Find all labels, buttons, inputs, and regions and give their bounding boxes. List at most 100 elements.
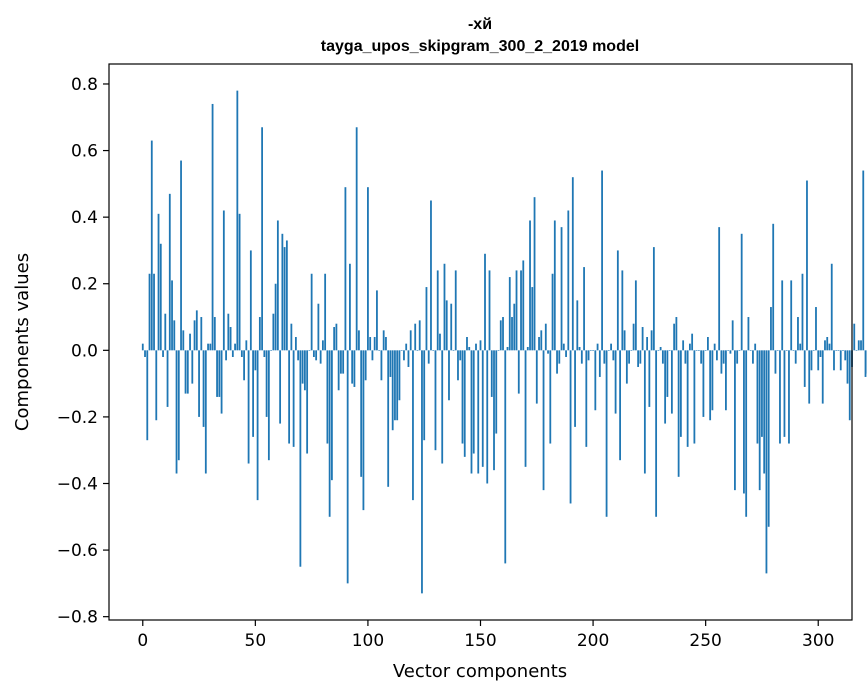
bar-164 bbox=[511, 317, 513, 351]
bar-91 bbox=[346, 350, 349, 584]
bar-218 bbox=[632, 323, 635, 351]
bar-320 bbox=[862, 170, 865, 351]
bar-219 bbox=[634, 280, 637, 351]
bar-235 bbox=[670, 350, 673, 414]
bar-280 bbox=[772, 223, 775, 351]
bar-18 bbox=[182, 330, 185, 351]
bar-171 bbox=[526, 346, 529, 351]
bar-215 bbox=[625, 350, 628, 384]
bar-309 bbox=[837, 350, 840, 351]
bar-19 bbox=[184, 350, 187, 394]
bar-158 bbox=[497, 350, 500, 351]
bar-223 bbox=[643, 350, 646, 474]
bar-162 bbox=[506, 346, 509, 351]
bar-83 bbox=[328, 350, 331, 517]
x-tick-label: 0 bbox=[137, 631, 148, 651]
bar-304 bbox=[826, 337, 829, 351]
bar-226 bbox=[650, 330, 653, 351]
bar-35 bbox=[220, 350, 223, 414]
bar-67 bbox=[292, 350, 295, 447]
bar-311 bbox=[842, 350, 844, 351]
bar-287 bbox=[788, 350, 790, 444]
bar-202 bbox=[596, 343, 599, 351]
bar-63 bbox=[283, 247, 286, 351]
bar-313 bbox=[846, 350, 849, 384]
bar-13 bbox=[171, 280, 173, 351]
bar-93 bbox=[351, 350, 354, 384]
bar-248 bbox=[700, 350, 703, 364]
bar-245 bbox=[693, 350, 696, 444]
bar-77 bbox=[315, 350, 318, 361]
bar-198 bbox=[587, 350, 590, 361]
bar-194 bbox=[578, 346, 581, 351]
bar-243 bbox=[688, 343, 691, 351]
bar-301 bbox=[819, 350, 822, 357]
bar-306 bbox=[830, 263, 833, 351]
bar-94 bbox=[353, 350, 356, 387]
bar-302 bbox=[821, 350, 824, 404]
bar-30 bbox=[209, 343, 212, 351]
bar-176 bbox=[538, 337, 540, 351]
bar-288 bbox=[790, 280, 793, 351]
bar-317 bbox=[855, 350, 858, 351]
axis-ticks: 0 50 100 150 200 250 300 −0.8 −0.6 −0.4 −0.2 0.0 0.2… bbox=[57, 75, 835, 651]
bar-136 bbox=[448, 350, 450, 401]
bar-71 bbox=[301, 350, 304, 384]
bar-5 bbox=[153, 273, 155, 351]
bar-107 bbox=[382, 330, 385, 351]
bar-122 bbox=[416, 350, 419, 351]
bar-128 bbox=[430, 200, 432, 351]
bar-242 bbox=[686, 350, 689, 447]
bar-142 bbox=[461, 350, 464, 444]
bar-114 bbox=[398, 350, 401, 401]
bar-34 bbox=[218, 350, 221, 397]
bar-254 bbox=[713, 343, 716, 351]
bar-75 bbox=[310, 273, 313, 351]
bar-272 bbox=[754, 343, 757, 351]
bar-294 bbox=[803, 350, 806, 387]
bar-132 bbox=[439, 333, 441, 351]
bar-303 bbox=[824, 340, 826, 351]
bar-233 bbox=[666, 350, 669, 397]
bar-39 bbox=[229, 327, 232, 351]
bar-217 bbox=[630, 350, 633, 351]
x-tick-label: 100 bbox=[352, 631, 384, 651]
bar-149 bbox=[477, 350, 480, 474]
bar-135 bbox=[445, 300, 448, 351]
y-tick-label: 0.6 bbox=[71, 142, 98, 162]
bar-260 bbox=[727, 350, 730, 351]
bar-111 bbox=[391, 350, 394, 431]
bar-296 bbox=[808, 350, 811, 404]
bar-203 bbox=[598, 350, 601, 377]
bar-10 bbox=[164, 313, 167, 351]
y-tick-label: 0.0 bbox=[71, 341, 98, 361]
bar-285 bbox=[783, 350, 786, 437]
bar-29 bbox=[207, 343, 209, 351]
bar-45 bbox=[243, 350, 245, 381]
bar-26 bbox=[200, 317, 203, 351]
bar-200 bbox=[592, 350, 594, 351]
bar-172 bbox=[529, 220, 531, 351]
bar-121 bbox=[414, 323, 417, 351]
bar-249 bbox=[702, 350, 705, 417]
bar-133 bbox=[441, 350, 444, 464]
bar-21 bbox=[189, 333, 191, 351]
bar-32 bbox=[213, 317, 216, 351]
bar-197 bbox=[585, 350, 588, 447]
bar-48 bbox=[249, 250, 252, 351]
bar-256 bbox=[718, 227, 721, 351]
bar-120 bbox=[412, 350, 414, 501]
bar-72 bbox=[303, 350, 306, 391]
bar-54 bbox=[263, 350, 266, 357]
bar-2 bbox=[146, 350, 149, 441]
bar-113 bbox=[396, 350, 399, 421]
bar-46 bbox=[245, 340, 248, 351]
bar-191 bbox=[571, 177, 574, 351]
bar-234 bbox=[668, 350, 671, 351]
bar-23 bbox=[193, 320, 196, 351]
bar-24 bbox=[195, 310, 198, 351]
bar-284 bbox=[781, 280, 784, 351]
bar-174 bbox=[533, 197, 536, 351]
bar-165 bbox=[513, 303, 516, 351]
